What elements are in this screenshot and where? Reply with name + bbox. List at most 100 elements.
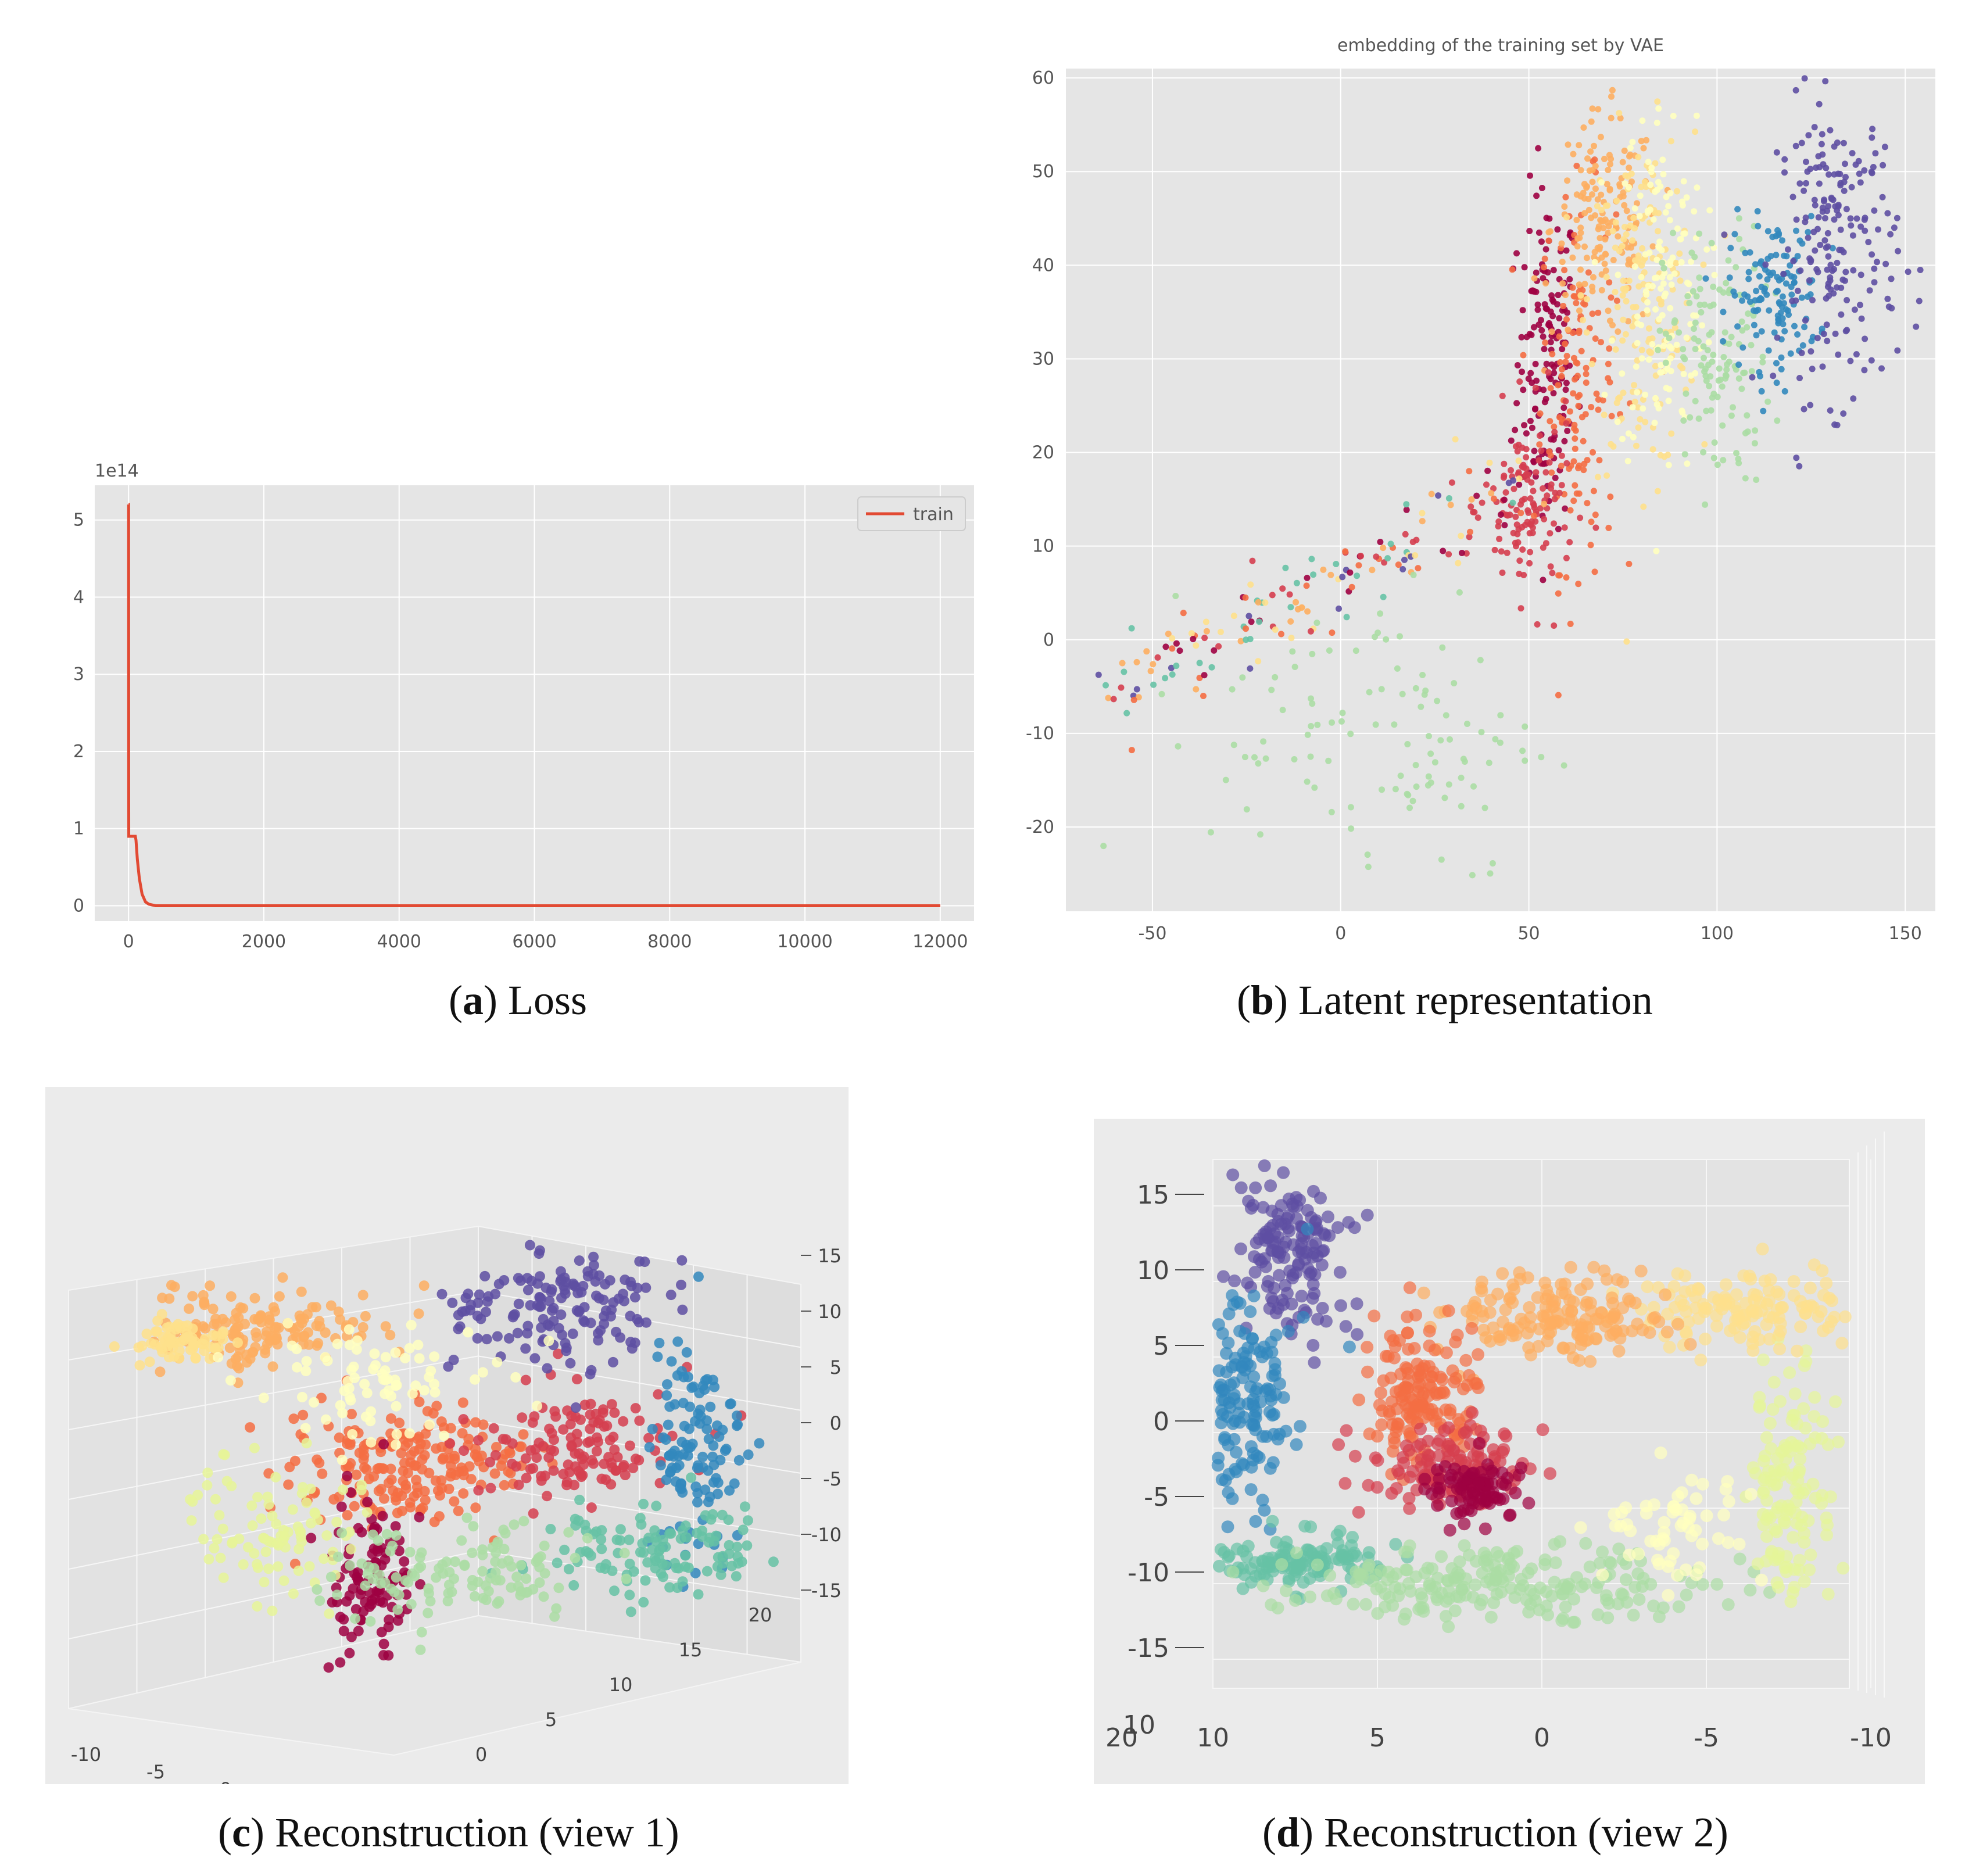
data-point [298,1331,309,1342]
data-point [1640,281,1647,288]
data-point [409,1571,420,1581]
data-point [561,1345,572,1356]
data-point [1575,581,1582,588]
data-point [1562,359,1569,366]
data-point [306,1533,317,1544]
data-point [459,1445,469,1456]
data-point [1265,1598,1278,1612]
data-point [1393,1467,1406,1480]
data-point [628,1462,639,1473]
data-point [399,1556,410,1567]
data-point [1401,1563,1413,1577]
data-point [1385,1395,1398,1409]
data-point [344,1392,355,1403]
data-point [353,1626,364,1637]
data-point [1282,564,1289,571]
data-point [1602,202,1609,209]
data-point [695,1411,706,1422]
data-point [218,1572,229,1583]
data-point [1744,1272,1758,1286]
data-point [1521,264,1528,271]
data-point [1263,1383,1276,1396]
data-point [570,1552,581,1563]
data-point [278,1524,289,1535]
data-point [1808,1391,1821,1404]
data-point [1497,1315,1509,1329]
data-point [538,1313,549,1324]
data-point [1798,1535,1811,1549]
data-point [1403,1539,1416,1552]
data-point [1794,331,1801,338]
data-point [525,1463,536,1474]
data-point [380,1321,391,1332]
data-point [1266,1515,1279,1528]
data-point [1447,502,1454,509]
data-point [1388,1351,1401,1365]
data-point [320,1414,331,1425]
data-point [1394,665,1401,672]
data-point [599,1319,610,1329]
data-point [1388,1340,1402,1353]
data-point [1820,1528,1834,1542]
data-point [211,1331,222,1342]
data-point [1391,721,1398,728]
data-point [1574,243,1581,250]
data-point [1598,191,1605,198]
data-point [1764,255,1771,262]
data-point [1894,347,1901,354]
data-point [1409,797,1416,804]
data-point [1665,398,1672,404]
data-point [1472,1348,1484,1361]
data-point [677,1487,688,1498]
data-point [278,1575,289,1586]
data-point [1369,1451,1382,1465]
data-point [1684,280,1691,287]
data-point [1561,203,1568,210]
data-point [1601,260,1608,267]
data-point [1690,288,1696,295]
data-point [1601,411,1608,418]
data-point [1512,1469,1526,1482]
data-point [1307,628,1314,635]
data-point [1473,1437,1486,1450]
data-point [1560,404,1567,411]
data-point [413,1431,424,1442]
data-point [1738,385,1745,392]
data-point [1647,1599,1660,1613]
data-point [1578,348,1585,355]
data-point [480,1580,491,1591]
data-point [485,1456,496,1467]
data-point [1824,266,1831,273]
data-point [608,1297,619,1308]
data-point [1655,346,1662,353]
data-point [1869,126,1876,133]
data-point [611,1534,622,1545]
data-point [1110,696,1117,703]
data-point [732,1551,743,1562]
data-point [1549,296,1556,303]
data-point [1577,292,1584,299]
data-point [1162,643,1169,650]
data-point [1634,313,1641,320]
data-point [1488,490,1495,497]
data-point [1545,237,1552,244]
data-point [1770,1506,1783,1519]
data-point [1830,290,1837,297]
data-point [1682,1315,1695,1329]
data-point [565,1419,576,1430]
data-point [1825,171,1832,178]
data-point [492,1331,503,1342]
data-point [1498,1427,1511,1441]
data-point [1776,1301,1789,1314]
data-point [1516,1579,1530,1592]
data-point [1272,626,1279,633]
data-point [1430,1407,1444,1420]
data-point [352,1335,363,1346]
data-point [1494,1333,1507,1347]
data-point [1726,274,1733,281]
data-point [1537,410,1544,417]
data-point [703,1496,714,1508]
data-point [1417,1286,1430,1299]
data-point [1555,447,1562,454]
data-point [1807,259,1814,266]
